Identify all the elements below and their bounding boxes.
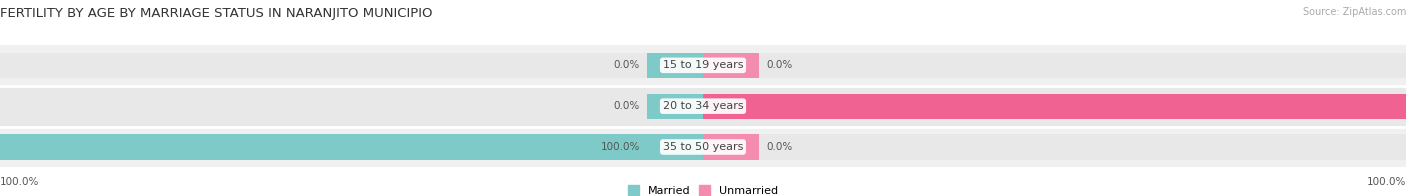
Legend: Married, Unmarried: Married, Unmarried xyxy=(623,181,783,196)
Bar xyxy=(0,134,703,160)
Bar xyxy=(0,134,703,160)
Text: 0.0%: 0.0% xyxy=(613,101,640,111)
Bar xyxy=(703,93,1406,119)
Text: Source: ZipAtlas.com: Source: ZipAtlas.com xyxy=(1302,7,1406,17)
Bar xyxy=(703,93,1406,119)
Bar xyxy=(703,134,759,160)
Text: 100.0%: 100.0% xyxy=(1367,177,1406,187)
Bar xyxy=(0,53,703,78)
Text: 35 to 50 years: 35 to 50 years xyxy=(662,142,744,152)
Text: 0.0%: 0.0% xyxy=(766,60,793,70)
Text: 20 to 34 years: 20 to 34 years xyxy=(662,101,744,111)
Bar xyxy=(0,127,1406,167)
Text: 0.0%: 0.0% xyxy=(766,142,793,152)
Text: 15 to 19 years: 15 to 19 years xyxy=(662,60,744,70)
Bar xyxy=(703,134,1406,160)
Text: 0.0%: 0.0% xyxy=(613,60,640,70)
Text: 100.0%: 100.0% xyxy=(600,142,640,152)
Bar xyxy=(647,53,703,78)
Bar xyxy=(0,45,1406,86)
Text: FERTILITY BY AGE BY MARRIAGE STATUS IN NARANJITO MUNICIPIO: FERTILITY BY AGE BY MARRIAGE STATUS IN N… xyxy=(0,7,433,20)
Bar xyxy=(0,93,703,119)
Bar xyxy=(647,93,703,119)
Text: 100.0%: 100.0% xyxy=(0,177,39,187)
Bar xyxy=(703,53,1406,78)
Bar xyxy=(703,53,759,78)
Bar xyxy=(0,86,1406,127)
